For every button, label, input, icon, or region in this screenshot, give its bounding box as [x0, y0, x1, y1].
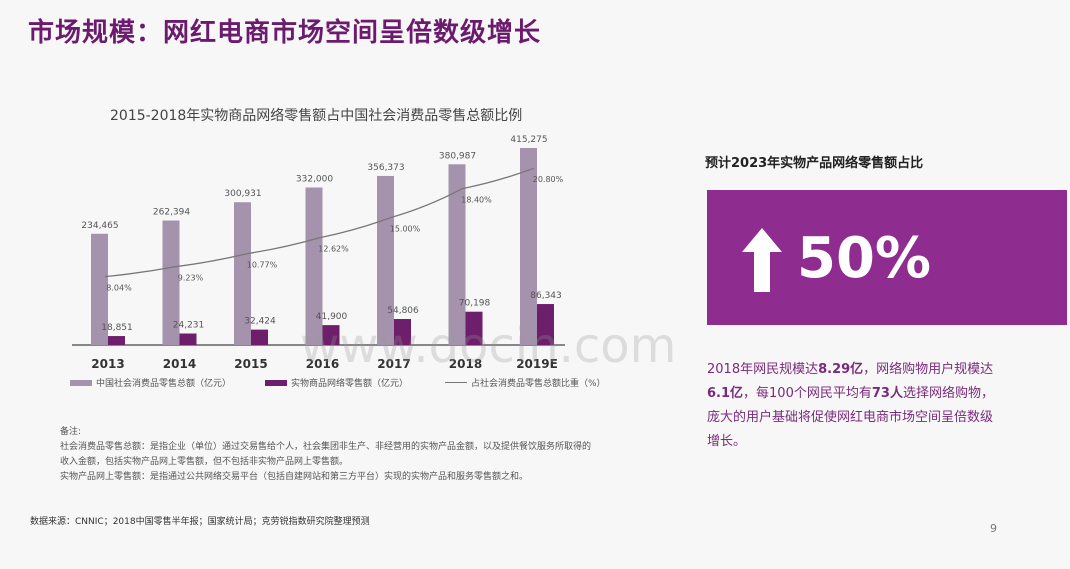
bar-total [162, 220, 180, 345]
bar-total [305, 187, 323, 345]
bar-total [520, 148, 537, 345]
legend-label-online: 实物商品网络零售额（亿元） [291, 379, 409, 389]
bar-line-chart: 234,465 18,851 2013 262,394 24,231 2014 300,93… [72, 135, 565, 371]
data-label-online: 86,343 [530, 291, 562, 301]
bar-online [108, 336, 125, 345]
bar-total [234, 202, 251, 345]
notes-line: 社会消费品零售总额：是指企业（单位）通过交易售给个人，社会集团非生产、非经营用的… [60, 442, 592, 452]
legend-swatch-online [265, 379, 287, 386]
watermark: www.docin.com [300, 318, 677, 374]
data-label-total: 380,987 [439, 151, 476, 161]
x-tick-label: 2015 [234, 357, 267, 371]
x-tick-label: 2017 [377, 357, 410, 371]
data-label-online: 18,851 [101, 323, 133, 333]
data-label-ratio: 10.77% [247, 260, 278, 269]
bar-online [465, 311, 483, 345]
chart-title: 2015-2018年实物商品网络零售额占中国社会消费品零售总额比例 [110, 108, 523, 124]
summary-highlight: 8.29亿 [818, 362, 864, 377]
data-label-ratio: 18.40% [461, 196, 492, 205]
bar-online [251, 329, 268, 345]
bar-total [91, 233, 108, 345]
legend-ratio: 占社会消费品零售总额比重（%） [445, 376, 606, 389]
summary-part: 选择网络购物，庞大的用户基础将促使网红电商市场空间呈倍数级增长。 [707, 386, 994, 449]
data-label-total: 262,394 [153, 208, 190, 218]
legend-swatch-total [70, 379, 92, 386]
data-label-online: 41,900 [316, 312, 348, 322]
data-label-total: 300,931 [224, 189, 261, 199]
legend-online: 实物商品网络零售额（亿元） [265, 376, 408, 389]
forecast-value: 50% [797, 226, 932, 291]
data-label-total: 415,275 [510, 135, 547, 145]
data-label-online: 32,424 [244, 317, 276, 327]
data-label-ratio: 20.80% [533, 175, 564, 184]
data-source: 数据来源：CNNIC；2018中国零售半年报；国家统计局；克劳锐指数研究院整理预… [30, 517, 370, 527]
x-tick-label: 2016 [306, 357, 339, 371]
bar-online [394, 319, 411, 345]
up-arrow-icon [742, 228, 782, 292]
legend-label-total: 中国社会消费品零售总额（亿元） [96, 379, 232, 389]
notes-heading: 备注: [60, 427, 82, 437]
bar-online [537, 304, 554, 345]
legend-label-ratio: 占社会消费品零售总额比重（%） [471, 379, 606, 389]
data-label-ratio: 8.04% [106, 284, 132, 293]
data-label-total: 332,000 [296, 175, 333, 185]
summary-part: ，每100个网民平均有 [743, 386, 872, 401]
notes: 备注: 社会消费品零售总额：是指企业（单位）通过交易售给个人，社会集团非生产、非… [60, 425, 650, 485]
data-label-ratio: 9.23% [178, 274, 204, 283]
bar-total [448, 164, 466, 345]
summary-highlight: 6.1亿 [707, 386, 744, 401]
ratio-line [104, 167, 535, 278]
x-tick-label: 2019E [516, 357, 558, 371]
data-label-total: 356,373 [367, 163, 404, 173]
forecast-title: 预计2023年实物产品网络零售额占比 [705, 156, 924, 171]
page-title: 市场规模：网红电商市场空间呈倍数级增长 [28, 18, 542, 48]
summary-part: ，网络购物用户规模达 [863, 362, 994, 377]
notes-line: 实物产品网上零售额：是指通过公共网络交易平台（包括自建网站和第三方平台）实现的实… [60, 472, 529, 482]
x-tick-label: 2018 [449, 357, 482, 371]
x-tick-label: 2014 [163, 357, 196, 371]
notes-line: 收入金额，包括实物产品网上零售额，但不包括非实物产品网上零售额。 [60, 457, 349, 467]
bar-online [179, 333, 197, 345]
legend-swatch-ratio [445, 382, 467, 383]
legend-total: 中国社会消费品零售总额（亿元） [70, 376, 231, 389]
data-label-ratio: 15.00% [390, 225, 421, 234]
forecast-box: 50% [707, 190, 1067, 325]
data-label-ratio: 12.62% [318, 245, 349, 254]
page-number: 9 [990, 522, 997, 535]
bar-online [322, 325, 340, 345]
summary-text: 2018年网民规模达8.29亿，网络购物用户规模达 6.1亿，每100个网民平均有… [707, 358, 997, 454]
data-label-online: 70,198 [459, 299, 491, 309]
data-label-online: 54,806 [387, 306, 419, 316]
summary-part: 2018年网民规模达 [707, 362, 819, 377]
data-label-total: 234,465 [81, 221, 118, 231]
summary-highlight: 73人 [871, 386, 903, 401]
x-tick-label: 2013 [91, 357, 124, 371]
data-label-online: 24,231 [173, 321, 205, 331]
